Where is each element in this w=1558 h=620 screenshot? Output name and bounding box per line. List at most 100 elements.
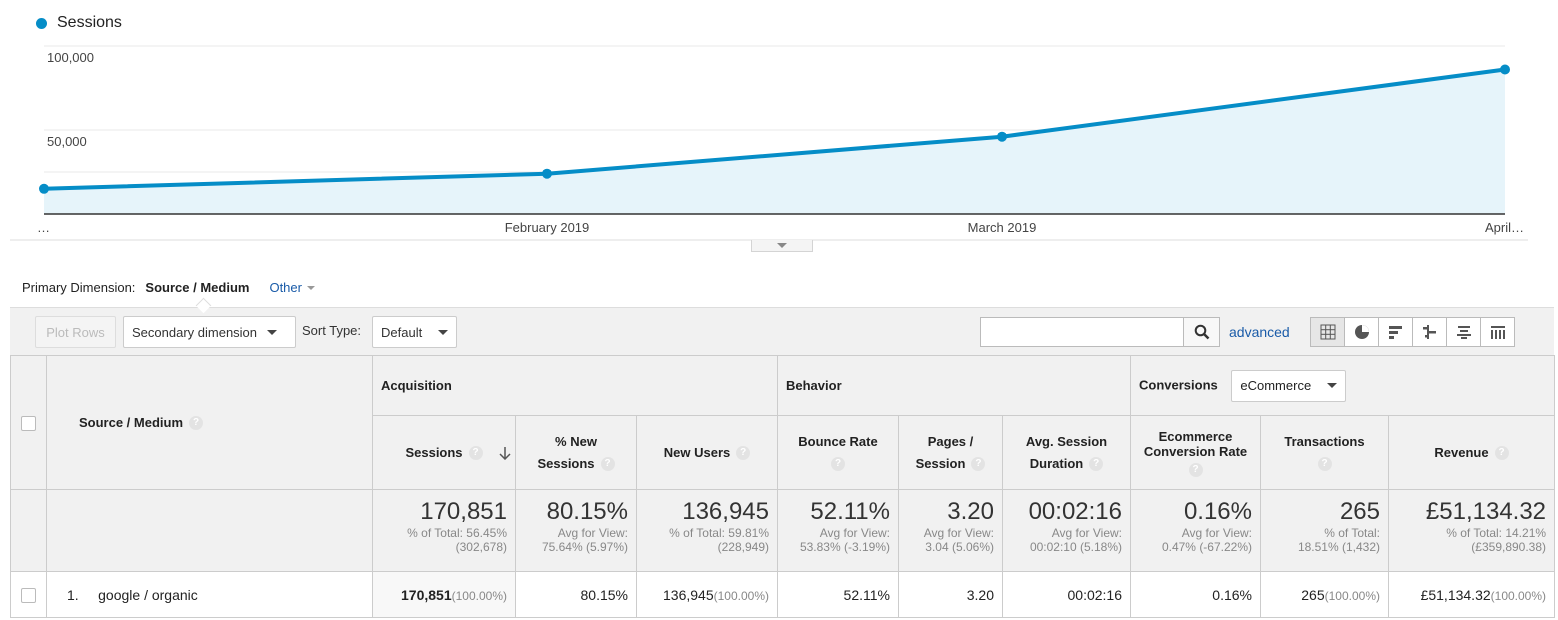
help-icon[interactable]: ? (600, 457, 615, 472)
legend-label: Sessions (57, 14, 122, 31)
search-button[interactable] (1184, 317, 1220, 347)
total-value: 170,851 (420, 498, 507, 525)
help-icon[interactable]: ? (1089, 457, 1104, 472)
new-users-column-header[interactable]: New Users? (636, 415, 778, 490)
row-dimension-cell: 1. google / organic (46, 571, 373, 618)
total-sub: Avg for View: (1181, 526, 1252, 540)
pct-new-line2: Sessions (537, 455, 595, 471)
select-all-cell (10, 355, 47, 490)
caret-down-icon (306, 285, 315, 290)
revenue-header-label: Revenue (1434, 444, 1489, 460)
comparison-icon (1422, 325, 1436, 339)
select-all-checkbox[interactable] (21, 415, 36, 431)
pivot-view-button[interactable] (1480, 317, 1515, 347)
total-sub: 75.64% (5.97%) (541, 540, 628, 554)
data-point[interactable] (997, 131, 1007, 142)
comparison-view-button[interactable] (1412, 317, 1447, 347)
ecr-line1: Ecommerce (1158, 428, 1233, 444)
row-new-users-value: 136,945 (663, 586, 714, 603)
total-sub: Avg for View: (923, 526, 994, 540)
help-icon[interactable]: ? (736, 446, 751, 461)
sessions-column-header[interactable]: Sessions? (372, 415, 516, 490)
help-icon[interactable]: ? (1188, 462, 1203, 477)
performance-view-button[interactable] (1378, 317, 1413, 347)
totals-new-users: 136,945% of Total: 59.81% (228,949) (636, 489, 778, 572)
table-view-button[interactable] (1310, 317, 1345, 347)
conversions-goal-dropdown[interactable]: eCommerce (1231, 369, 1347, 402)
row-transactions-pct: (100.00%) (1324, 588, 1380, 603)
row-sessions-pct: (100.00%) (451, 588, 507, 603)
sort-type-dropdown[interactable]: Default (372, 316, 457, 348)
data-point[interactable] (1500, 64, 1510, 75)
total-sub: 53.83% (-3.19%) (799, 540, 890, 554)
row-revenue-value: £51,134.32 (1420, 586, 1491, 603)
table-row[interactable]: 1. google / organic 170,851(100.00%) 80.… (10, 571, 1556, 618)
pie-view-button[interactable] (1344, 317, 1379, 347)
view-toggle-group (1310, 317, 1515, 347)
data-point[interactable] (542, 168, 552, 179)
sessions-line (43, 67, 1506, 191)
data-point[interactable] (39, 183, 49, 194)
totals-revenue: £51,134.32% of Total: 14.21% (£359,890.38… (1387, 489, 1556, 572)
total-value: 3.20 (947, 498, 994, 525)
term-cloud-icon (1456, 326, 1471, 339)
total-value: 0.16% (1183, 498, 1252, 525)
totals-pages: 3.20 Avg for View: 3.04 (5.06%) (898, 489, 1003, 572)
totals-blank-cell (10, 489, 47, 572)
y-tick-label: 100,000 (47, 50, 94, 65)
total-sub: 00:02:10 (5.18%) (1029, 540, 1122, 554)
row-checkbox[interactable] (21, 587, 36, 603)
chart-legend: Sessions (36, 14, 122, 32)
duration-line1: Avg. Session (1025, 433, 1108, 449)
caret-down-icon (438, 329, 449, 335)
help-icon[interactable]: ? (1317, 457, 1332, 472)
totals-transactions: 265% of Total: 18.51% (1,432) (1260, 489, 1389, 572)
total-value: 136,945 (682, 498, 769, 525)
totals-dimension-cell (46, 489, 373, 572)
new-users-header-label: New Users (663, 444, 731, 460)
pages-per-session-column-header[interactable]: Pages / Session? (898, 415, 1003, 490)
chart-svg[interactable]: 100,000 50,000 … February 2019 March 201… (0, 0, 1558, 262)
pct-new-sessions-column-header[interactable]: % New Sessions? (515, 415, 637, 490)
help-icon[interactable]: ? (189, 416, 204, 431)
total-sub: % of Total: 59.81% (669, 526, 769, 540)
total-value: 00:02:16 (1028, 498, 1122, 525)
advanced-filter-link[interactable]: advanced (1229, 324, 1290, 340)
plot-rows-button[interactable]: Plot Rows (35, 316, 116, 348)
bar-chart-icon (1388, 326, 1402, 339)
help-icon[interactable]: ? (1494, 446, 1509, 461)
pages-line2: Session (915, 455, 966, 471)
help-icon[interactable]: ? (831, 457, 845, 472)
table-search-input[interactable] (980, 317, 1184, 347)
x-tick-label: February 2019 (505, 220, 590, 235)
total-sub: % of Total: (1324, 526, 1380, 540)
ecr-line2: Conversion Rate (1143, 443, 1248, 459)
row-sessions: 170,851(100.00%) (372, 571, 516, 618)
total-sub: 3.04 (5.06%) (925, 540, 994, 554)
secondary-dimension-dropdown[interactable]: Secondary dimension (123, 316, 296, 348)
duration-line2: Duration (1029, 455, 1084, 471)
chart-collapse-toggle[interactable] (751, 240, 813, 252)
row-pct-new: 80.15% (515, 571, 637, 618)
total-sub: 0.47% (-67.22%) (1161, 540, 1252, 554)
term-cloud-view-button[interactable] (1446, 317, 1481, 347)
revenue-column-header[interactable]: Revenue? (1387, 415, 1556, 490)
dimension-header[interactable]: Source / Medium? (46, 355, 373, 490)
dimension-header-label: Source / Medium (79, 414, 184, 430)
bounce-rate-column-header[interactable]: Bounce Rate? (777, 415, 899, 490)
primary-dimension-other[interactable]: Other (269, 280, 315, 295)
ecommerce-conversion-rate-column-header[interactable]: Ecommerce Conversion Rate? (1130, 415, 1261, 490)
help-icon[interactable]: ? (971, 457, 986, 472)
row-transactions-value: 265 (1301, 586, 1325, 603)
avg-session-duration-column-header[interactable]: Avg. Session Duration? (1002, 415, 1131, 490)
transactions-column-header[interactable]: Transactions? (1260, 415, 1389, 490)
primary-dimension-current[interactable]: Source / Medium (145, 280, 250, 295)
conversions-select-value: eCommerce (1240, 378, 1312, 393)
row-source-link[interactable]: google / organic (98, 586, 198, 603)
chevron-down-icon (777, 243, 787, 248)
row-bounce-rate: 52.11% (777, 571, 899, 618)
help-icon[interactable]: ? (468, 446, 483, 461)
x-tick-label: March 2019 (968, 220, 1037, 235)
primary-dimension-bar: Primary Dimension: Source / Medium Other (22, 280, 315, 295)
caret-down-icon (267, 329, 278, 335)
